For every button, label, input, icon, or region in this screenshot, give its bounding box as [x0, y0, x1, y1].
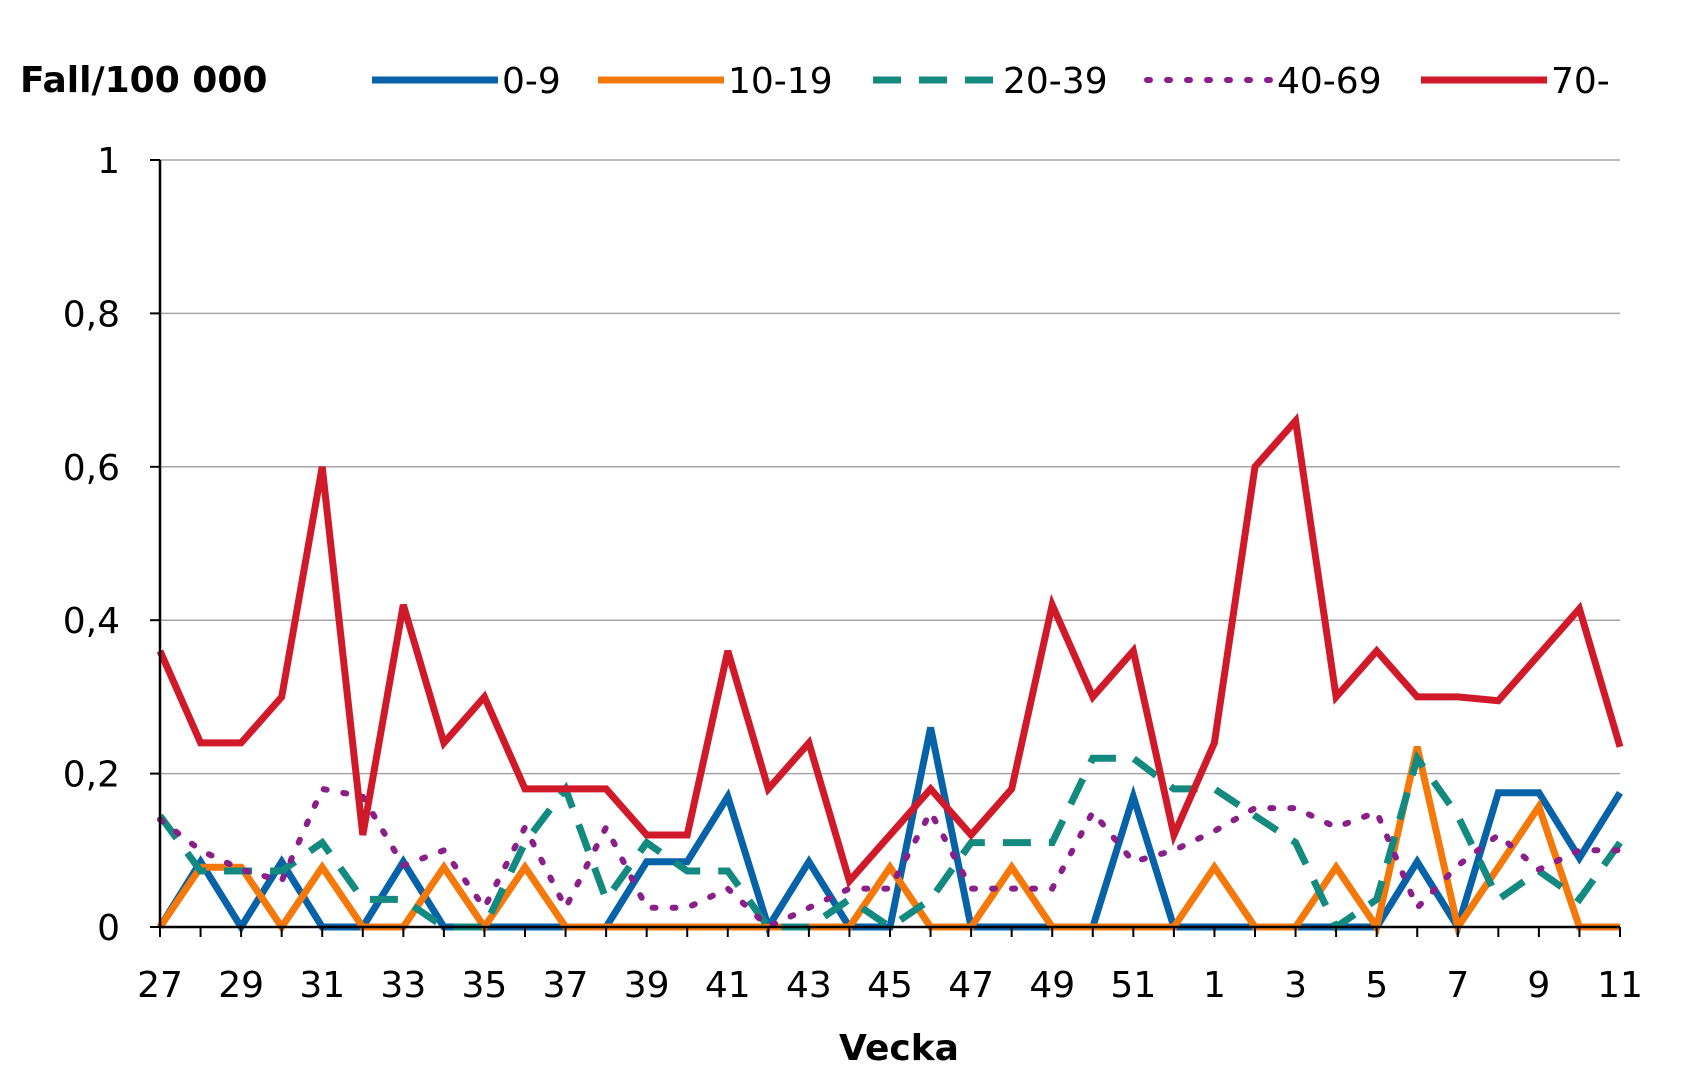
x-tick-label: 9 — [1527, 965, 1550, 1006]
x-tick-label: 31 — [299, 965, 345, 1006]
x-axis-title: Vecka — [839, 1028, 959, 1069]
x-tick-label: 51 — [1110, 965, 1156, 1006]
y-tick-label: 0,2 — [63, 755, 120, 796]
x-tick-label: 5 — [1365, 965, 1388, 1006]
x-tick-label: 39 — [624, 965, 670, 1006]
y-tick-label: 0,6 — [63, 448, 120, 489]
x-tick-label: 11 — [1597, 965, 1643, 1006]
legend: 0-9 10-19 20-39 40-69 70- — [372, 61, 1610, 102]
x-tick-label: 35 — [462, 965, 508, 1006]
series-line-70- — [156, 412, 1624, 889]
series-line-20-39 — [157, 750, 1623, 933]
series-line-40-69 — [157, 785, 1623, 931]
x-tick-label: 47 — [948, 965, 994, 1006]
y-tick-label: 0 — [97, 908, 120, 949]
legend-label-70-: 70- — [1551, 61, 1610, 102]
x-tick-label: 49 — [1029, 965, 1075, 1006]
x-tick-label: 3 — [1284, 965, 1307, 1006]
x-tick-label: 41 — [705, 965, 751, 1006]
y-axis-title: Fall/100 000 — [20, 60, 267, 101]
x-tick-label: 43 — [786, 965, 832, 1006]
x-tick-label: 29 — [218, 965, 264, 1006]
x-tick-labels: 27 29 31 33 35 37 39 41 43 45 47 49 51 1 3 5 7 9 11 — [137, 927, 1643, 1006]
legend-label-10-19: 10-19 — [728, 61, 833, 102]
x-tick-label: 37 — [543, 965, 589, 1006]
x-tick-label: 7 — [1446, 965, 1469, 1006]
series-layer — [156, 412, 1624, 936]
y-tick-label: 1 — [97, 141, 120, 182]
x-tick-label: 1 — [1203, 965, 1226, 1006]
y-tick-label: 0,8 — [63, 294, 120, 335]
y-tick-labels: 0 0,2 0,4 0,6 0,8 1 — [63, 141, 160, 949]
x-tick-label: 27 — [137, 965, 183, 1006]
x-tick-label: 33 — [380, 965, 426, 1006]
y-tick-label: 0,4 — [63, 601, 120, 642]
legend-label-0-9: 0-9 — [502, 61, 561, 102]
x-tick-label: 45 — [867, 965, 913, 1006]
legend-label-40-69: 40-69 — [1277, 61, 1382, 102]
legend-label-20-39: 20-39 — [1003, 61, 1108, 102]
